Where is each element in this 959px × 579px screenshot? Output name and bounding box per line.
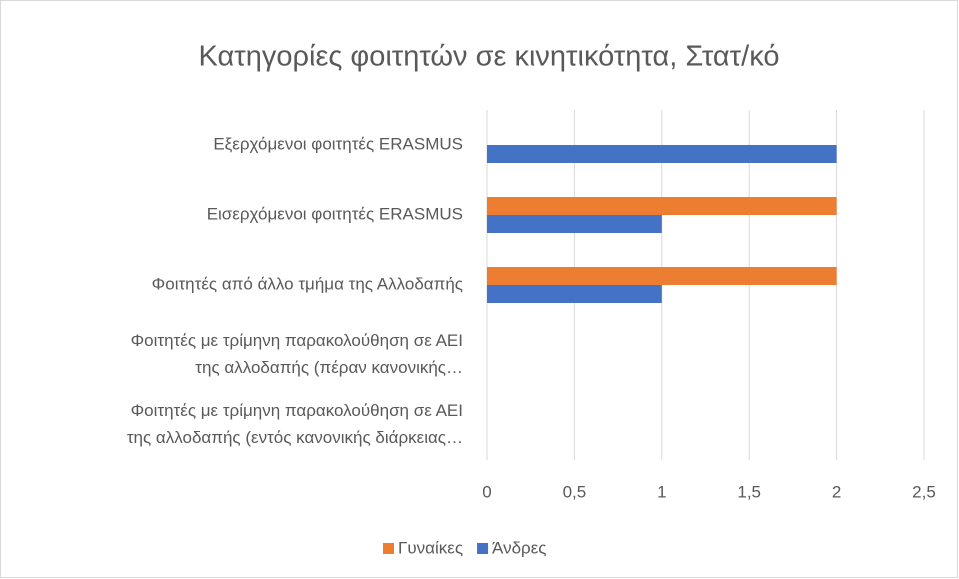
y-tick-label: Φοιτητές με τρίμηνη παρακολούθηση σε ΑΕΙ	[131, 331, 463, 350]
bar	[487, 267, 837, 285]
x-tick-label: 0	[482, 482, 491, 501]
y-tick-label: Εξερχόμενοι φοιτητές ERASMUS	[213, 134, 463, 153]
bar	[487, 215, 662, 233]
y-tick-label: της αλλοδαπής (πέραν κανονικής…	[195, 358, 463, 377]
legend-label: Γυναίκες	[398, 538, 463, 557]
legend-label: Άνδρες	[492, 538, 546, 557]
y-tick-label: της αλλοδαπής (εντός κανονικής διάρκειας…	[127, 428, 463, 447]
legend-swatch	[477, 543, 489, 554]
y-tick-label: Εισερχόμενοι φοιτητές ERASMUS	[207, 204, 463, 223]
x-tick-label: 2	[832, 482, 841, 501]
x-tick-label: 2,5	[912, 482, 936, 501]
x-tick-label: 1	[657, 482, 666, 501]
bar	[487, 145, 837, 163]
bar	[487, 197, 837, 215]
x-tick-label: 0,5	[563, 482, 587, 501]
chart-title: Κατηγορίες φοιτητών σε κινητικότητα, Στα…	[199, 41, 780, 73]
y-tick-label: Φοιτητές από άλλο τμήμα της Αλλοδαπής	[152, 274, 463, 293]
bar	[487, 285, 662, 303]
legend-swatch	[383, 543, 394, 554]
y-tick-label: Φοιτητές με τρίμηνη παρακολούθηση σε ΑΕΙ	[131, 401, 463, 420]
x-tick-label: 1,5	[737, 482, 761, 501]
